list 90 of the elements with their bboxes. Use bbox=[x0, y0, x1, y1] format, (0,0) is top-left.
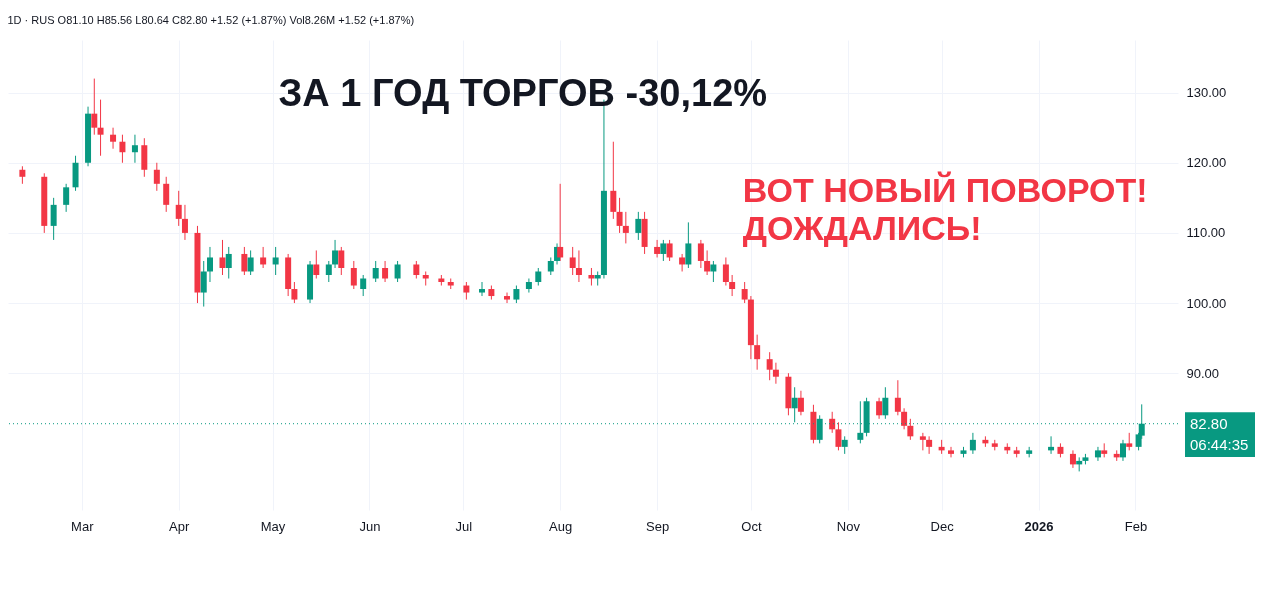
candlestick bbox=[679, 253, 686, 272]
candlestick bbox=[926, 435, 933, 455]
candlestick bbox=[557, 183, 564, 262]
x-tick-label: Feb bbox=[1124, 518, 1148, 534]
candlestick bbox=[569, 246, 576, 276]
y-tick-label: 130.00 bbox=[1186, 85, 1227, 101]
ref-line-label: 82.80 bbox=[1190, 414, 1228, 432]
candlestick bbox=[219, 239, 226, 276]
text: ЗА 1 ГОД ТОРГОВ -30,12% bbox=[278, 72, 768, 114]
annotation: ВОТ НОВЫЙ ПОВОРОТ! ДОЖДАЛИСЬ! bbox=[742, 171, 1148, 247]
candlestick bbox=[772, 362, 779, 385]
x-tick-label: 2026 bbox=[1024, 518, 1054, 534]
candlestick bbox=[479, 281, 485, 297]
candlestick bbox=[610, 141, 617, 220]
x-tick-label: Jul bbox=[455, 518, 473, 534]
text: 06:44:35 bbox=[1190, 435, 1249, 453]
candlestick bbox=[175, 190, 182, 227]
candlestick bbox=[710, 260, 717, 283]
candlestick bbox=[791, 386, 798, 423]
candlestick bbox=[1094, 446, 1101, 462]
y-tick-label: 100.00 bbox=[1186, 295, 1227, 311]
candlestick bbox=[241, 246, 248, 276]
candlestick bbox=[882, 386, 889, 420]
candlestick bbox=[91, 78, 98, 136]
candlestick bbox=[894, 379, 901, 416]
y-tick-label: 90.00 bbox=[1186, 365, 1220, 381]
candlestick bbox=[504, 292, 511, 304]
candlestick bbox=[181, 204, 188, 241]
candlestick bbox=[666, 239, 673, 262]
candlestick bbox=[291, 281, 298, 304]
candlestick bbox=[704, 249, 711, 276]
candlestick bbox=[797, 390, 804, 416]
x-tick-label: Dec bbox=[930, 518, 955, 534]
candlestick bbox=[110, 127, 117, 150]
candlestick bbox=[766, 351, 773, 381]
candlestick bbox=[654, 239, 661, 258]
x-tick-label: Jun bbox=[359, 518, 381, 534]
x-tick-label: Aug bbox=[549, 518, 573, 534]
x-tick-label: May bbox=[260, 518, 286, 534]
candlestick bbox=[901, 407, 908, 430]
candlestick bbox=[332, 239, 339, 269]
candlestick bbox=[1119, 439, 1126, 462]
candlestick bbox=[325, 260, 332, 283]
candlestick bbox=[372, 260, 379, 283]
candlestick bbox=[163, 176, 170, 213]
x-tick-label: Nov bbox=[836, 518, 861, 534]
candlestick bbox=[350, 260, 357, 290]
candlestick bbox=[313, 249, 320, 280]
candlestick bbox=[525, 278, 532, 294]
candlestick bbox=[741, 281, 748, 304]
candlestick bbox=[829, 411, 836, 434]
candlestick bbox=[338, 246, 345, 276]
candlestick bbox=[948, 446, 955, 458]
candlestick bbox=[360, 274, 367, 297]
candlestick bbox=[835, 421, 842, 451]
candlestick bbox=[622, 211, 629, 244]
candlestick bbox=[575, 249, 582, 283]
candlestick bbox=[394, 260, 401, 283]
candlestick bbox=[876, 397, 883, 420]
candlestick bbox=[247, 249, 254, 276]
y-tick-label: 110.00 bbox=[1186, 225, 1226, 241]
candlestick bbox=[225, 246, 232, 280]
candlestick bbox=[660, 239, 667, 262]
x-tick-label: Oct bbox=[741, 518, 762, 534]
x-tick-label: Mar bbox=[71, 518, 95, 534]
candlestick bbox=[969, 432, 976, 455]
candlestick bbox=[616, 197, 623, 234]
candlestick bbox=[722, 256, 729, 287]
x-tick-label: Apr bbox=[169, 518, 190, 534]
candlestick bbox=[907, 418, 914, 441]
y-tick-label: 120.00 bbox=[1186, 155, 1227, 171]
candlestick bbox=[131, 134, 138, 164]
x-tick-label: Sep bbox=[646, 518, 670, 534]
candlestick bbox=[50, 197, 57, 241]
candlestick bbox=[919, 432, 926, 451]
candlestick bbox=[754, 334, 761, 371]
candlestick bbox=[63, 183, 70, 213]
candlestick bbox=[200, 260, 207, 308]
candlestick bbox=[97, 99, 104, 157]
chart-subtitle: 1D · RUS O81.10 H85.56 L80.64 C82.80 +1.52 (+1.87%) Vol8.26M +1.52 (+1.87%) bbox=[7, 14, 415, 26]
candlestick bbox=[272, 246, 279, 276]
candlestick bbox=[697, 239, 704, 269]
candlestick bbox=[382, 260, 389, 283]
candlestick bbox=[153, 162, 160, 192]
candlestick bbox=[685, 221, 692, 269]
candlestick bbox=[635, 211, 642, 241]
candlestick bbox=[260, 246, 267, 269]
candlestick bbox=[119, 134, 126, 164]
candlestick bbox=[206, 246, 213, 283]
candlestick bbox=[729, 274, 736, 297]
